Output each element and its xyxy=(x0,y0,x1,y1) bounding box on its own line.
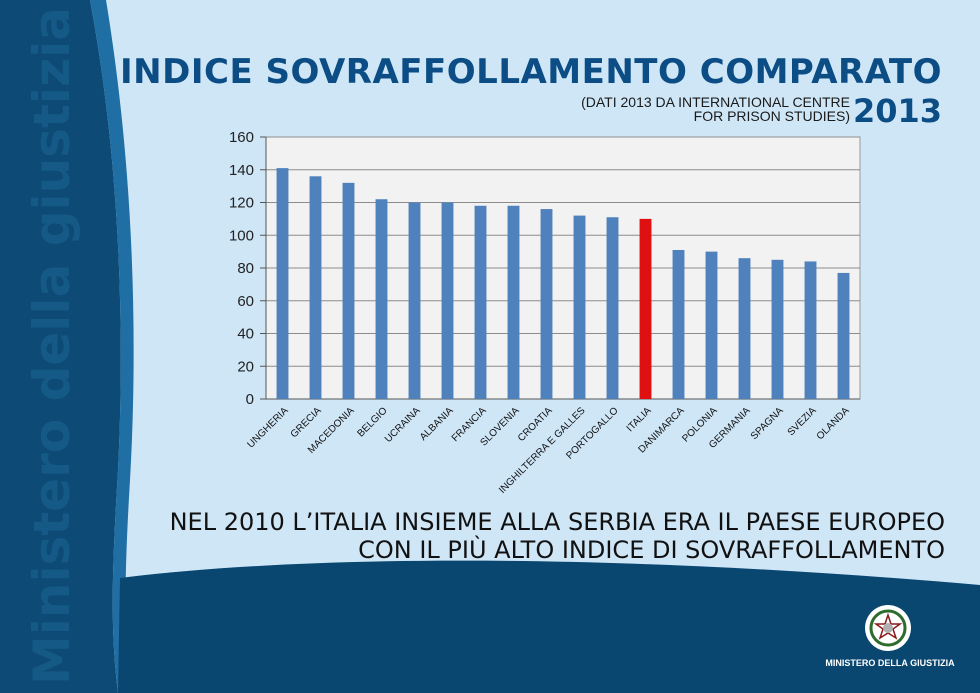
x-tick-label: OLANDA xyxy=(815,405,852,442)
bar xyxy=(474,205,487,399)
caption-line-1: NEL 2010 L’ITALIA INSIEME ALLA SERBIA ER… xyxy=(169,508,945,536)
bar xyxy=(606,217,619,399)
x-tick-label: SPAGNA xyxy=(749,405,786,442)
y-tick-label: 40 xyxy=(237,326,254,343)
y-tick-label: 0 xyxy=(246,391,254,408)
bar xyxy=(672,249,685,399)
x-tick-label: UCRAINA xyxy=(383,405,423,445)
caption-line-2: CON IL PIÙ ALTO INDICE DI SOVRAFFOLLAMEN… xyxy=(358,536,945,564)
page-subtitle: (DATI 2013 DA INTERNATIONAL CENTRE FOR P… xyxy=(560,95,850,123)
y-tick-label: 160 xyxy=(229,129,254,146)
bar xyxy=(573,215,586,399)
bar xyxy=(705,251,718,399)
bar xyxy=(276,168,289,399)
bar xyxy=(804,261,817,399)
caption: NEL 2010 L’ITALIA INSIEME ALLA SERBIA ER… xyxy=(170,508,945,564)
italian-emblem-icon xyxy=(865,605,911,651)
bar xyxy=(342,182,355,399)
subtitle-line-2: FOR PRISON STUDIES) xyxy=(693,108,850,124)
bar xyxy=(540,209,553,399)
year-label: 2013 xyxy=(852,92,942,130)
footer-logo-label: MINISTERO DELLA GIUSTIZIA xyxy=(825,658,955,668)
bar xyxy=(837,272,850,399)
bar xyxy=(771,259,784,399)
y-tick-label: 140 xyxy=(229,162,254,179)
x-tick-label: UNGHERIA xyxy=(246,405,291,450)
bar xyxy=(507,205,520,399)
bar xyxy=(309,176,322,399)
subtitle-line-1: (DATI 2013 DA INTERNATIONAL CENTRE xyxy=(581,94,850,110)
x-tick-label: ITALIA xyxy=(625,405,654,434)
bar xyxy=(408,202,421,399)
x-tick-label: SVEZIA xyxy=(786,405,819,438)
y-tick-label: 100 xyxy=(229,227,254,244)
y-tick-label: 20 xyxy=(237,358,254,375)
bar-highlight xyxy=(639,218,652,399)
bar xyxy=(738,258,751,399)
bar-chart: 020406080100120140160UNGHERIAGRECIAMACED… xyxy=(229,129,861,496)
bar xyxy=(375,199,388,399)
y-tick-label: 60 xyxy=(237,293,254,310)
y-tick-label: 120 xyxy=(229,195,254,212)
y-tick-label: 80 xyxy=(237,260,254,277)
bar xyxy=(441,202,454,399)
vertical-brand-text: Ministero della giustizia xyxy=(23,6,81,686)
page-title: INDICE SOVRAFFOLLAMENTO COMPARATO xyxy=(120,52,942,92)
